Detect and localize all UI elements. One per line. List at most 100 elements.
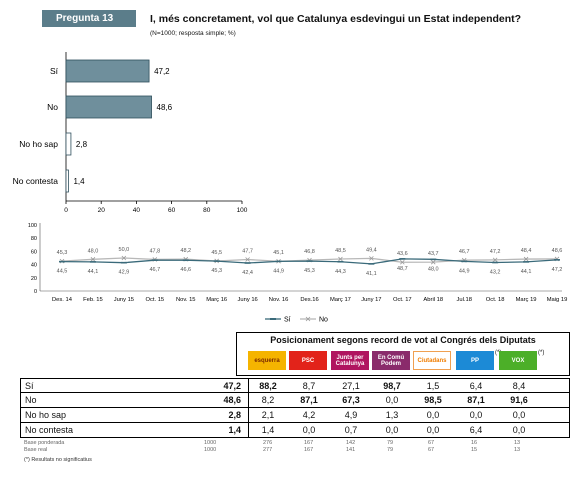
base-cell: 13	[514, 447, 521, 453]
data-label-si: 48,0	[428, 266, 439, 272]
table-cell: 0,0	[426, 410, 440, 420]
base-cell: 276	[263, 440, 273, 446]
line-x-tick-label: Maig 19	[547, 297, 568, 303]
line-x-tick-label: Nov. 16	[269, 297, 289, 303]
table-row: Sí 47,2 88,2 8,7 27,1 98,7 1,5 6,4 8,4	[20, 378, 570, 393]
bar-category-label: No contesta	[13, 176, 59, 186]
table-cell: 1,5	[426, 381, 440, 391]
series-point-no	[523, 256, 529, 262]
data-label-si: 42,4	[242, 270, 253, 276]
data-label-si: 44,9	[459, 268, 470, 274]
row-total: 2,8	[228, 410, 241, 420]
legend-label-si: Sí	[284, 317, 291, 324]
party-logo: Ciutadans	[413, 351, 451, 370]
data-label-si: 44,1	[88, 269, 99, 275]
data-label-si: 46,6	[180, 267, 191, 273]
series-point-no	[338, 256, 343, 262]
series-point-no	[400, 259, 405, 265]
line-x-tick-label: Març 17	[330, 297, 351, 303]
bar-x-tick-label: 20	[98, 207, 106, 214]
table-cell: 91,6	[510, 395, 528, 405]
line-x-tick-label: Feb. 15	[83, 297, 103, 303]
table-row: No ho sap 2,8 2,1 4,2 4,9 1,3 0,0 0,0 0,0	[20, 408, 570, 423]
data-label-no: 48,5	[335, 248, 346, 254]
base-cell: 13	[514, 440, 521, 446]
party-logo: Junts per Catalunya	[331, 351, 369, 370]
data-label-si: 44,1	[521, 269, 532, 275]
data-label-no: 45,1	[273, 250, 284, 256]
base-row: Base real 1000 277 167 141 79 67 15 13	[24, 447, 570, 454]
table-cell: 67,3	[342, 395, 360, 405]
table-row: No 48,6 8,2 87,1 67,3 0,0 98,5 87,1 91,6	[20, 393, 570, 408]
row-total: 1,4	[228, 425, 241, 435]
party-logo: esquerra	[248, 351, 286, 370]
series-point-no	[245, 257, 250, 262]
base-cell: 142	[346, 440, 356, 446]
line-y-tick-label: 80	[31, 236, 37, 242]
base-cell: 79	[387, 447, 394, 453]
bar-category-label: No	[47, 102, 58, 112]
line-x-tick-label: Nov. 15	[176, 297, 196, 303]
line-x-tick-label: Abril 18	[423, 297, 443, 303]
line-y-tick-label: 40	[31, 263, 37, 269]
base-label: Base ponderada	[24, 440, 65, 446]
question-badge: Pregunta 13	[42, 10, 136, 27]
line-x-tick-label: Des. 14	[52, 297, 73, 303]
table-cell: 98,7	[383, 381, 401, 391]
series-point-no	[90, 257, 96, 262]
party-logo: PP	[456, 351, 494, 370]
data-label-no: 50,0	[119, 247, 130, 253]
line-chart: 0 20 40 60 80 100 Des. 14 Feb. 15 Juny 15 Oct. 15…	[28, 223, 568, 324]
bar-chart: 0 20 40 60 80 100 Sí 47,2 No 48,6 No ho sap 2,8 No c…	[13, 52, 248, 214]
table-cell: 1,4	[261, 425, 275, 435]
line-x-tick-label: Oct. 17	[393, 297, 412, 303]
bar-value-label: 2,8	[76, 140, 88, 149]
row-label: Sí	[25, 381, 34, 391]
bar	[65, 169, 69, 193]
party-star-note: (*)	[495, 350, 501, 356]
bar-x-tick-label: 40	[133, 207, 141, 214]
data-label-si: 46,7	[149, 267, 160, 273]
bar-category-label: No ho sap	[19, 139, 58, 149]
data-label-no: 43,7	[428, 251, 439, 257]
table-cell: 0,0	[302, 425, 316, 435]
base-cell: 67	[428, 447, 435, 453]
table-cell: 0,0	[426, 425, 440, 435]
base-cell: 167	[304, 447, 314, 453]
line-x-tick-label: Juny 16	[237, 297, 257, 303]
table-cell: 87,1	[467, 395, 485, 405]
data-label-si: 41,1	[366, 271, 377, 277]
line-y-tick-label: 60	[31, 249, 37, 255]
data-label-no: 45,5	[211, 250, 222, 256]
row-label: No contesta	[25, 425, 74, 435]
line-x-tick-label: Març 19	[516, 297, 537, 303]
data-label-no: 46,7	[459, 249, 470, 255]
bar-value-label: 1,4	[73, 177, 85, 186]
row-label: No	[25, 395, 37, 405]
line-x-tick-label: Oct. 18	[486, 297, 505, 303]
data-label-no: 43,6	[397, 251, 408, 257]
table-cell: 0,0	[385, 395, 399, 405]
table-header-box	[236, 332, 570, 376]
data-label-no: 47,2	[490, 249, 501, 255]
table-cell: 88,2	[259, 381, 277, 391]
data-label-no: 46,8	[304, 249, 315, 255]
bar-x-tick-label: 0	[64, 207, 68, 214]
data-label-no: 45,3	[57, 250, 68, 256]
series-point-no	[369, 256, 374, 261]
table-cell: 0,0	[385, 425, 399, 435]
bar-category-label: Sí	[50, 66, 59, 76]
table-title: Posicionament segons record de vot al Co…	[270, 335, 536, 345]
table-row: No contesta 1,4 1,4 0,0 0,7 0,0 0,0 6,4 0,0	[20, 423, 570, 438]
bar	[65, 59, 150, 83]
bar-value-label: 48,6	[157, 103, 173, 112]
column-separator	[248, 393, 249, 407]
results-table: Sí 47,2 88,2 8,7 27,1 98,7 1,5 6,4 8,4 No 48,6 8,2 8…	[20, 378, 570, 438]
table-cell: 27,1	[342, 381, 360, 391]
data-label-si: 47,2	[552, 267, 563, 273]
line-y-tick-label: 100	[28, 223, 37, 229]
table-cell: 8,2	[261, 395, 275, 405]
base-cell: 277	[263, 447, 273, 453]
table-cell: 4,9	[344, 410, 358, 420]
data-label-si: 44,9	[273, 268, 284, 274]
